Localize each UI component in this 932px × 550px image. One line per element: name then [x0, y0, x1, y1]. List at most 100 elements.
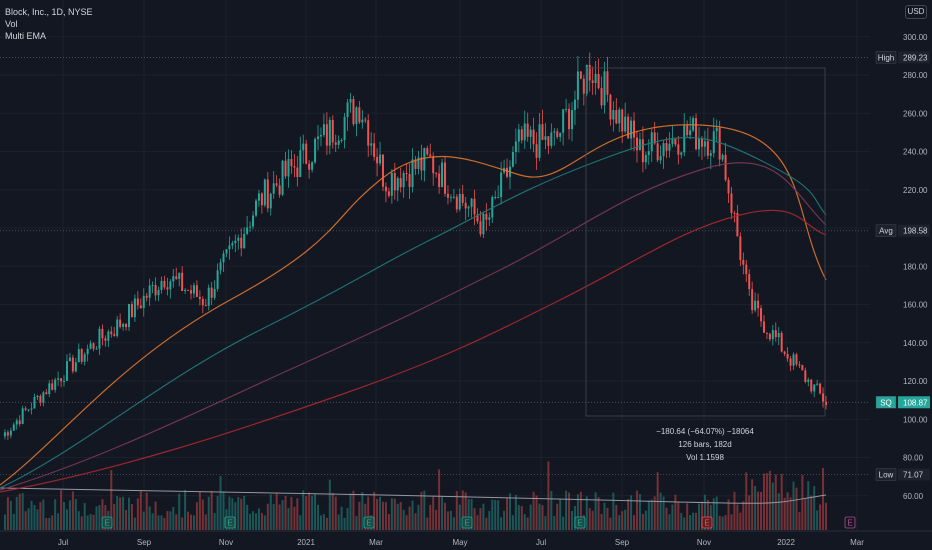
measure-range-box[interactable]	[585, 67, 826, 417]
candle-body	[281, 160, 284, 195]
ema-line	[0, 162, 827, 491]
volume-bar	[585, 496, 588, 530]
candle-body	[402, 173, 405, 188]
candle-body	[550, 132, 553, 147]
candle-body	[585, 64, 588, 94]
candle-body	[331, 119, 334, 143]
candle-body	[381, 154, 384, 187]
candle-body	[771, 330, 774, 340]
candle-body	[160, 280, 163, 290]
volume-bar	[361, 492, 364, 530]
volume-bar	[299, 515, 302, 530]
volume-bar	[86, 515, 89, 530]
candle-body	[582, 78, 585, 94]
volume-bar	[488, 511, 491, 530]
volume-bar	[730, 514, 733, 530]
volume-bar	[568, 492, 571, 530]
candle-body	[63, 380, 66, 382]
volume-bar	[715, 496, 718, 530]
candle-body	[376, 156, 379, 164]
candle-body	[547, 136, 550, 147]
currency-button[interactable]: USD	[905, 5, 927, 19]
volume-bar	[700, 501, 703, 530]
candle-body	[302, 143, 305, 151]
price-tick: 240.00	[903, 148, 928, 157]
earnings-marker	[101, 516, 113, 529]
volume-bar	[786, 492, 789, 530]
candle-body	[562, 109, 565, 133]
time-tick: Mar	[369, 538, 383, 547]
legend-volume[interactable]: Vol	[5, 19, 18, 29]
tag-label-high: High	[878, 53, 894, 62]
volume-bar	[260, 513, 263, 530]
chart-legend: Block, Inc., 1D, NYSE Vol Multi EMA	[5, 6, 93, 42]
measure-rect	[585, 67, 826, 417]
volume-bar	[145, 492, 148, 530]
volume-bar	[136, 498, 139, 530]
candle-body	[125, 323, 128, 328]
volume-bar	[192, 515, 195, 530]
candle-body	[535, 144, 538, 158]
volume-bar	[760, 491, 763, 530]
tag-value-bg-last	[898, 396, 930, 409]
volume-bar	[420, 491, 423, 530]
candle-body	[804, 370, 807, 382]
candle-body	[801, 365, 804, 371]
tag-label-low: Low	[879, 471, 894, 480]
volume-bar	[246, 504, 249, 530]
volume-bar	[594, 492, 597, 530]
volume-bar	[671, 504, 674, 530]
volume-bar	[615, 504, 618, 530]
time-tick: Mar	[850, 538, 864, 547]
candle-body	[523, 123, 526, 141]
volume-bar	[591, 510, 594, 530]
volume-bar	[290, 496, 293, 530]
volume-bar	[355, 516, 358, 530]
candle-body	[458, 193, 461, 210]
earnings-marker-label: E	[577, 519, 582, 528]
price-tick: 260.00	[903, 109, 928, 118]
candle-body	[319, 134, 322, 137]
candle-body	[116, 319, 119, 336]
volume-bar	[683, 517, 686, 530]
candle-body	[455, 196, 458, 210]
candle-body	[494, 197, 497, 199]
legend-multi-ema[interactable]: Multi EMA	[5, 31, 47, 41]
candle-body	[600, 88, 603, 106]
volume-bar	[228, 496, 231, 530]
candle-body	[438, 173, 441, 187]
volume-bar	[461, 490, 464, 530]
volume-bar	[748, 495, 751, 530]
volume-bar	[455, 491, 458, 530]
volume-bar	[116, 496, 119, 530]
time-axis[interactable]: Jul Sep Nov 2021 Mar May Jul Sep Nov 2022 Mar	[58, 538, 864, 547]
candle-body	[157, 289, 160, 296]
volume-bar	[89, 513, 92, 530]
volume-bar	[511, 515, 514, 530]
candle-body	[479, 221, 482, 235]
volume-bar	[435, 509, 438, 530]
tag-label-bg-low	[875, 468, 897, 481]
volume-bar	[473, 508, 476, 530]
volume-bar	[612, 492, 615, 530]
candle-body	[597, 73, 600, 89]
candle-body	[618, 109, 621, 124]
legend-symbol[interactable]: Block, Inc., 1D, NYSE	[5, 7, 93, 17]
volume-bar	[621, 511, 624, 530]
candle-body	[514, 141, 517, 152]
volume-bar	[494, 499, 497, 530]
candle-body	[119, 319, 122, 327]
volume-bar	[178, 493, 181, 530]
candle-body	[703, 141, 706, 147]
volume-bar	[125, 510, 128, 530]
candle-body	[615, 110, 618, 124]
volume-bar	[234, 502, 237, 530]
candle-body	[444, 162, 447, 194]
candle-body	[695, 118, 698, 150]
candle-body	[668, 143, 671, 151]
candle-body	[68, 357, 71, 362]
candle-body	[565, 108, 568, 110]
price-axis[interactable]: 300.00280.00260.00240.00220.00200.00180.…	[903, 33, 928, 501]
